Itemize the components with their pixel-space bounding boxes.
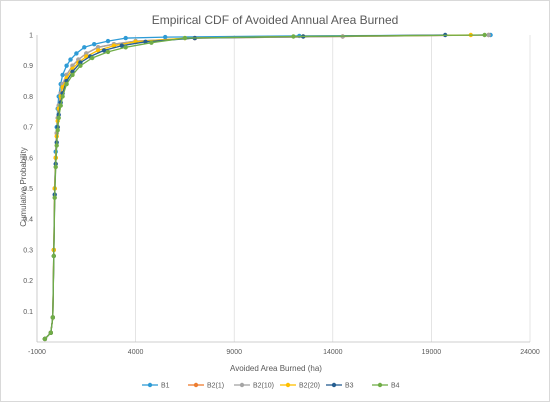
data-point	[291, 34, 296, 39]
x-tick-label: 24000	[520, 349, 540, 356]
y-axis-label: Cumulative Probability	[19, 147, 28, 227]
x-tick-label: 19000	[422, 349, 442, 356]
legend-label: B3	[345, 383, 354, 390]
series-line-5	[44, 34, 446, 340]
x-axis-label: Avoided Area Burned (ha)	[230, 364, 322, 373]
y-tick-label: 0.7	[23, 125, 33, 132]
data-point	[64, 63, 69, 68]
data-point	[42, 336, 48, 342]
data-point	[119, 43, 125, 48]
data-point	[149, 40, 154, 45]
data-point	[78, 63, 83, 68]
data-point	[92, 42, 97, 47]
axis-layer: -1000 4000 9000 14000 19000 24000 0.1 0.2 0.3 0.4…	[23, 33, 540, 357]
data-point	[95, 48, 101, 53]
data-point	[64, 81, 69, 87]
data-point	[101, 48, 107, 53]
series-layer	[42, 32, 493, 342]
grid-layer	[135, 35, 531, 342]
y-tick-label: 0.3	[23, 247, 33, 254]
data-point	[58, 103, 63, 108]
data-point	[53, 164, 58, 170]
data-point	[56, 115, 61, 121]
data-point	[60, 94, 65, 99]
series-line-6	[44, 34, 485, 340]
y-tick-label: 0.6	[23, 155, 33, 162]
y-tick-label: 0.8	[23, 94, 33, 101]
series-line-2	[44, 34, 489, 340]
data-point	[50, 315, 55, 320]
legend-label: B2(20)	[299, 383, 320, 390]
data-point	[68, 57, 73, 62]
data-point	[123, 35, 128, 41]
data-point	[60, 72, 65, 78]
data-point	[84, 51, 89, 56]
legend-marker	[147, 382, 153, 388]
legend-marker	[331, 382, 337, 388]
data-point	[78, 60, 83, 65]
data-point	[163, 34, 168, 40]
data-point	[90, 55, 95, 61]
y-tick-label: 1	[29, 33, 33, 40]
y-tick-label: 0.4	[23, 217, 33, 224]
legend-label: B1	[161, 383, 170, 390]
data-point	[70, 72, 75, 78]
series-line-4	[44, 34, 471, 340]
data-point	[486, 32, 491, 38]
chart-title: Empirical CDF of Avoided Annual Area Bur…	[152, 13, 399, 27]
data-point	[51, 253, 56, 259]
legend-marker	[285, 382, 291, 388]
legend-marker	[193, 382, 199, 388]
data-point	[482, 32, 487, 38]
legend: B1 B2(1) B2(10) B2(20) B3 B4	[142, 383, 400, 390]
data-point	[111, 43, 117, 48]
data-point	[105, 38, 111, 44]
x-tick-label: 4000	[128, 349, 144, 356]
series-line-1	[44, 34, 491, 340]
data-point	[82, 45, 87, 50]
data-point	[182, 35, 188, 41]
legend-marker	[239, 382, 245, 388]
data-point	[52, 195, 57, 200]
y-tick-label: 0.9	[23, 63, 33, 70]
data-point	[74, 51, 79, 56]
y-tick-label: 0.2	[23, 278, 33, 285]
legend-label: B2(1)	[207, 383, 224, 390]
legend-label: B4	[391, 383, 400, 390]
legend-marker	[377, 382, 383, 388]
data-point	[105, 49, 111, 55]
data-point	[123, 45, 128, 50]
x-tick-label: 14000	[323, 349, 343, 356]
data-point	[95, 45, 101, 50]
legend-label: B2(10)	[253, 383, 274, 390]
x-tick-label: 9000	[226, 349, 242, 356]
data-point	[48, 330, 53, 335]
data-point	[55, 128, 60, 133]
y-tick-label: 0.1	[23, 309, 33, 316]
data-point	[54, 143, 59, 148]
x-tick-label: -1000	[28, 349, 46, 356]
series-line-3	[44, 34, 489, 340]
y-tick-label: 0.5	[23, 186, 33, 193]
